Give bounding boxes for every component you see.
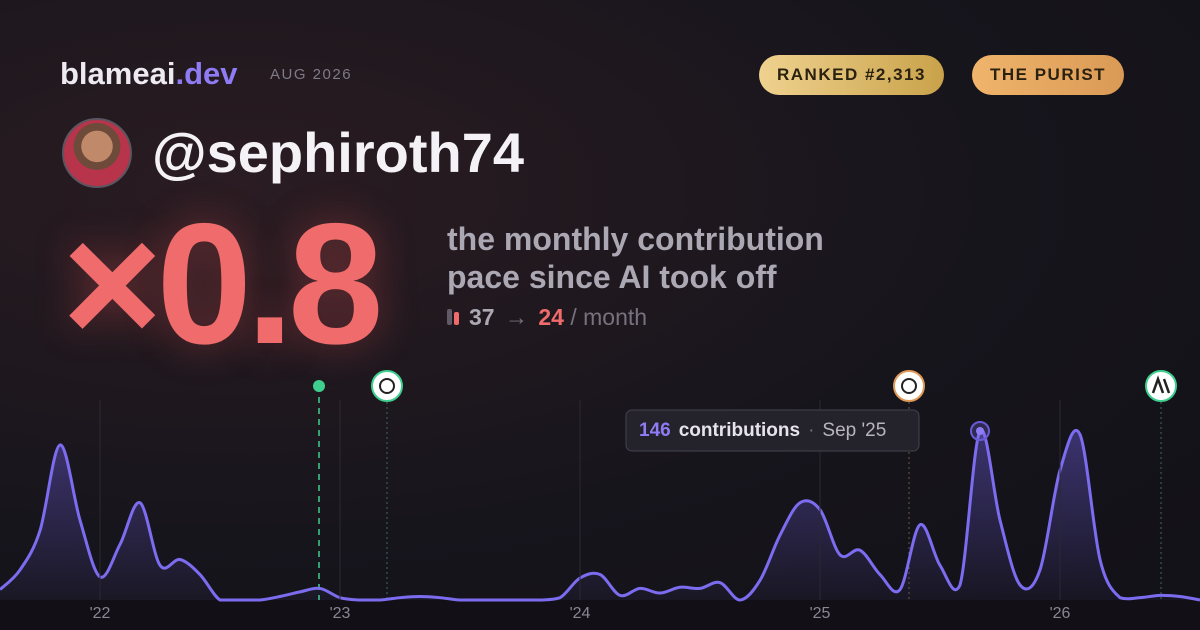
- line: [0, 428, 1200, 602]
- event-icon-glyph: [379, 378, 395, 394]
- caption: the monthly contribution pace since AI to…: [447, 220, 824, 296]
- axis-band: [0, 600, 1200, 630]
- tooltip-word: contributions: [679, 420, 800, 441]
- x-tick-label: '22: [90, 605, 111, 622]
- tooltip-text: 146 contributions · Sep '25: [639, 420, 886, 441]
- avatar: [62, 118, 132, 188]
- multiplier: ×0.8: [62, 188, 384, 380]
- tooltip-period: Sep '25: [822, 420, 886, 441]
- brand: blameai.dev: [60, 56, 237, 92]
- brand-tld: .dev: [175, 56, 238, 91]
- event-icon-glyph: [1151, 375, 1171, 394]
- brand-name: blameai: [60, 56, 176, 91]
- x-tick-label: '26: [1050, 605, 1071, 622]
- pace-stats: 37 → 24 / month: [447, 304, 647, 331]
- arrow: →: [504, 304, 528, 330]
- x-tick-label: '23: [330, 605, 351, 622]
- event-dot: [313, 380, 325, 392]
- report-date: AUG 2026: [270, 66, 353, 83]
- highlight-dot: [976, 427, 984, 435]
- after-value: 24: [538, 304, 564, 330]
- persona-badge: THE PURIST: [972, 55, 1125, 95]
- x-tick-label: '24: [570, 605, 591, 622]
- caption-line: pace since AI took off: [447, 259, 777, 295]
- area: [0, 429, 1200, 600]
- event-icon: [893, 370, 925, 402]
- event-icon-glyph: [901, 378, 917, 394]
- tooltip-value: 146: [639, 420, 671, 441]
- rank-badge: RANKED #2,313: [759, 55, 944, 95]
- unit: / month: [570, 304, 648, 330]
- tooltip: [625, 409, 920, 452]
- event-icon: [371, 370, 403, 402]
- user-handle: @sephiroth74: [152, 121, 525, 184]
- tooltip-sep: ·: [808, 420, 814, 441]
- x-tick-label: '25: [810, 605, 831, 622]
- caption-line: the monthly contribution: [447, 221, 824, 257]
- before-value: 37: [469, 304, 495, 330]
